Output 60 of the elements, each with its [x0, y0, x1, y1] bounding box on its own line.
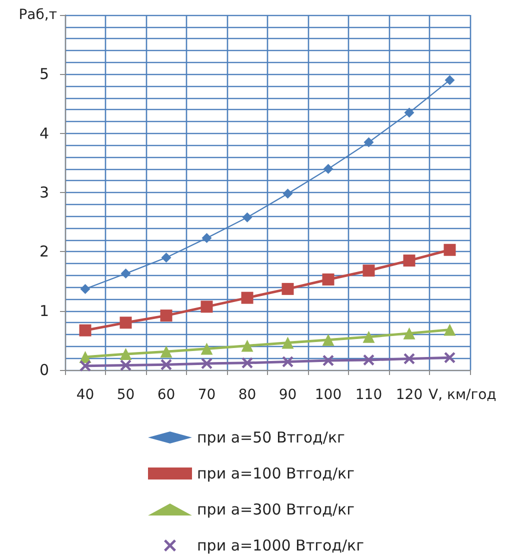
y-tick-label: 2: [39, 242, 49, 261]
point: [160, 346, 172, 358]
point: [80, 360, 91, 372]
point: [120, 268, 131, 279]
point: [161, 252, 172, 263]
x-tick-label: 90: [278, 387, 297, 403]
x-tick-label: 50: [116, 387, 135, 403]
y-axis-title: Раб,т: [18, 7, 57, 23]
x-tick-label: 120: [396, 387, 423, 403]
y-tick-label: 3: [39, 184, 49, 202]
point: [201, 358, 212, 369]
point: [403, 254, 416, 267]
x-tick-label: 100: [314, 387, 342, 403]
x-tick-label: 70: [198, 387, 216, 403]
x-axis-title: V, км/год: [428, 387, 496, 403]
y-tick-label: 1: [39, 302, 49, 320]
point: [322, 273, 334, 286]
point: [444, 75, 455, 86]
point: [241, 292, 254, 304]
point: [322, 334, 334, 346]
point: [444, 244, 456, 256]
x-tick-label: 80: [238, 387, 256, 403]
point: [241, 340, 254, 352]
point: [404, 108, 414, 118]
x-tick-label: 60: [157, 387, 176, 403]
point: [322, 355, 334, 366]
y-tick-label: 0: [39, 361, 49, 379]
point: [120, 316, 132, 329]
legend-label: при а=100 Втгод/кг: [197, 464, 355, 482]
legend-label: при а=1000 Втгод/кг: [197, 536, 364, 554]
point: [160, 359, 172, 370]
point: [120, 348, 132, 360]
point: [282, 282, 294, 295]
point: [444, 324, 456, 336]
point: [200, 300, 213, 313]
point: [282, 188, 293, 199]
y-tick-label: 4: [39, 124, 49, 142]
point: [79, 324, 92, 336]
point: [362, 330, 375, 343]
point: [120, 360, 132, 371]
x-tick-label: 40: [76, 387, 94, 403]
legend-label: при а=300 Втгод/кг: [197, 500, 355, 518]
point: [323, 164, 334, 174]
point: [363, 354, 374, 366]
point: [200, 342, 213, 355]
point: [282, 336, 294, 349]
point: [202, 233, 212, 244]
y-tick-label: 5: [39, 65, 49, 84]
point: [364, 137, 374, 148]
legend-label: при а=50 Втгод/кг: [197, 428, 346, 446]
point: [362, 264, 375, 277]
point: [80, 284, 90, 294]
x-tick-label: 110: [355, 387, 382, 403]
point: [160, 310, 172, 322]
point: [242, 357, 253, 368]
point: [403, 327, 416, 340]
point: [282, 356, 294, 368]
point: [444, 352, 456, 364]
point: [404, 353, 415, 364]
point: [242, 212, 252, 222]
